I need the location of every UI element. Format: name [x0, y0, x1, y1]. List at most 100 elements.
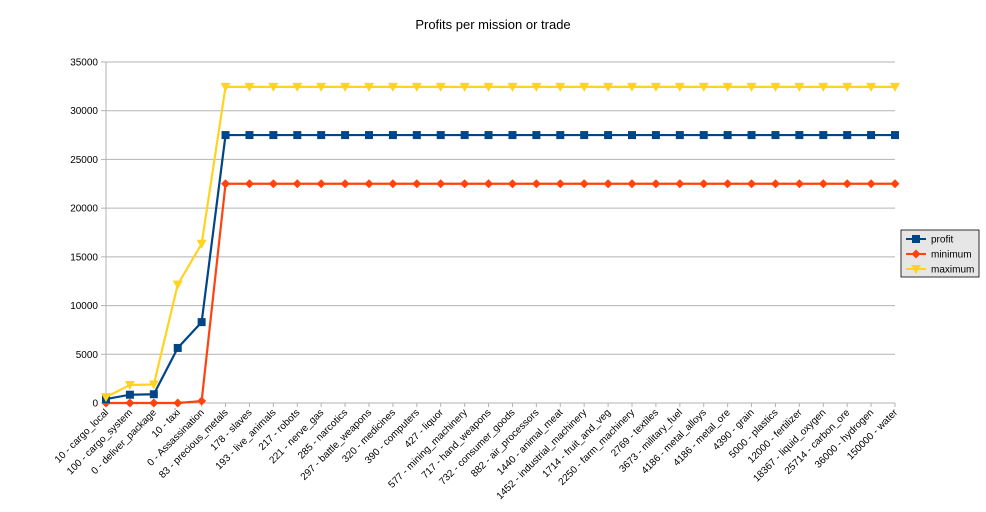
- data-point-minimum: [125, 398, 135, 408]
- data-point-profit: [388, 131, 397, 140]
- data-point-maximum: [890, 82, 900, 92]
- data-point-profit: [221, 131, 230, 140]
- data-point-minimum: [747, 179, 757, 189]
- data-point-maximum: [244, 82, 255, 92]
- legend-label: maximum: [931, 265, 974, 276]
- data-point-profit: [125, 390, 134, 399]
- data-point-minimum: [842, 179, 852, 189]
- data-point-profit: [628, 131, 636, 140]
- data-point-minimum: [244, 179, 254, 189]
- data-point-maximum: [794, 82, 805, 92]
- data-point-profit: [819, 131, 828, 140]
- legend-marker-minimum: [911, 249, 921, 259]
- data-point-minimum: [292, 179, 302, 189]
- data-point-profit: [604, 131, 613, 140]
- data-point-maximum: [603, 82, 614, 92]
- data-point-profit: [245, 131, 254, 140]
- data-point-maximum: [842, 82, 853, 92]
- data-point-maximum: [674, 82, 685, 92]
- data-point-profit: [532, 131, 541, 140]
- data-point-maximum: [124, 380, 135, 390]
- legend-entry-minimum: minimum: [906, 249, 972, 261]
- data-point-minimum: [555, 179, 565, 189]
- data-point-profit: [508, 131, 517, 140]
- data-point-maximum: [770, 82, 781, 92]
- data-point-maximum: [483, 82, 494, 92]
- data-point-minimum: [603, 179, 613, 189]
- y-tick-label: 10000: [70, 301, 98, 312]
- data-point-profit: [699, 131, 708, 140]
- data-point-maximum: [220, 82, 231, 92]
- data-point-profit: [556, 131, 565, 140]
- data-point-minimum: [770, 179, 780, 189]
- data-point-minimum: [818, 179, 828, 189]
- data-point-profit: [460, 131, 469, 140]
- data-point-profit: [747, 131, 756, 140]
- data-point-profit: [795, 131, 804, 140]
- y-tick-labels: 0 5000 10000 15000 20000 25000 30000 35000: [70, 58, 98, 410]
- data-point-minimum: [507, 179, 517, 189]
- data-point-profit: [412, 131, 421, 140]
- data-point-maximum: [627, 82, 637, 92]
- data-point-maximum: [459, 82, 470, 92]
- data-point-profit: [436, 131, 445, 140]
- series-maximum: [101, 82, 900, 403]
- legend-marker-profit: [912, 235, 920, 243]
- data-point-profit: [317, 131, 326, 140]
- y-tick-label: 5000: [76, 350, 99, 361]
- axes: [101, 61, 896, 407]
- data-point-minimum: [221, 179, 231, 189]
- data-point-maximum: [411, 82, 422, 92]
- data-point-profit: [723, 131, 732, 140]
- y-tick-label: 25000: [70, 155, 98, 166]
- data-point-minimum: [316, 179, 326, 189]
- data-point-maximum: [698, 82, 709, 92]
- legend: profit minimum maximum: [900, 229, 980, 278]
- series-lines: [101, 82, 900, 408]
- data-point-profit: [867, 131, 876, 140]
- series-profit: [102, 131, 899, 404]
- data-point-profit: [341, 131, 350, 140]
- data-point-minimum: [627, 179, 637, 189]
- data-point-maximum: [101, 393, 111, 403]
- y-tick-label: 20000: [70, 204, 98, 215]
- legend-entry-maximum: maximum: [906, 265, 974, 276]
- data-point-maximum: [507, 82, 518, 92]
- data-point-minimum: [340, 179, 350, 189]
- data-point-minimum: [890, 179, 900, 189]
- data-point-profit: [580, 131, 589, 140]
- data-point-minimum: [484, 179, 494, 189]
- data-point-maximum: [268, 82, 279, 92]
- data-point-minimum: [412, 179, 422, 189]
- series-minimum: [101, 179, 900, 408]
- data-point-maximum: [531, 82, 542, 92]
- data-point-profit: [651, 131, 660, 140]
- data-point-minimum: [149, 398, 159, 408]
- data-point-minimum: [675, 179, 685, 189]
- data-point-minimum: [388, 179, 398, 189]
- y-tick-label: 15000: [70, 252, 98, 263]
- y-tick-label: 30000: [70, 106, 98, 117]
- data-point-profit: [484, 131, 493, 140]
- data-point-profit: [675, 131, 684, 140]
- y-tick-label: 0: [92, 399, 98, 410]
- data-point-minimum: [866, 179, 876, 189]
- data-point-maximum: [316, 82, 327, 92]
- data-point-minimum: [460, 179, 470, 189]
- legend-marker-maximum: [911, 265, 921, 274]
- legend-label: minimum: [931, 250, 972, 261]
- y-tick-label: 35000: [70, 58, 98, 69]
- data-point-minimum: [436, 179, 446, 189]
- data-point-profit: [843, 131, 852, 140]
- data-point-maximum: [387, 82, 398, 92]
- data-point-profit: [269, 131, 278, 140]
- data-point-minimum: [268, 179, 278, 189]
- gridlines: [106, 61, 895, 404]
- data-point-minimum: [364, 179, 374, 189]
- data-point-profit: [197, 318, 206, 327]
- chart-title: Profits per mission or trade: [415, 17, 570, 32]
- series-line-maximum: [105, 85, 895, 399]
- data-point-maximum: [435, 82, 446, 92]
